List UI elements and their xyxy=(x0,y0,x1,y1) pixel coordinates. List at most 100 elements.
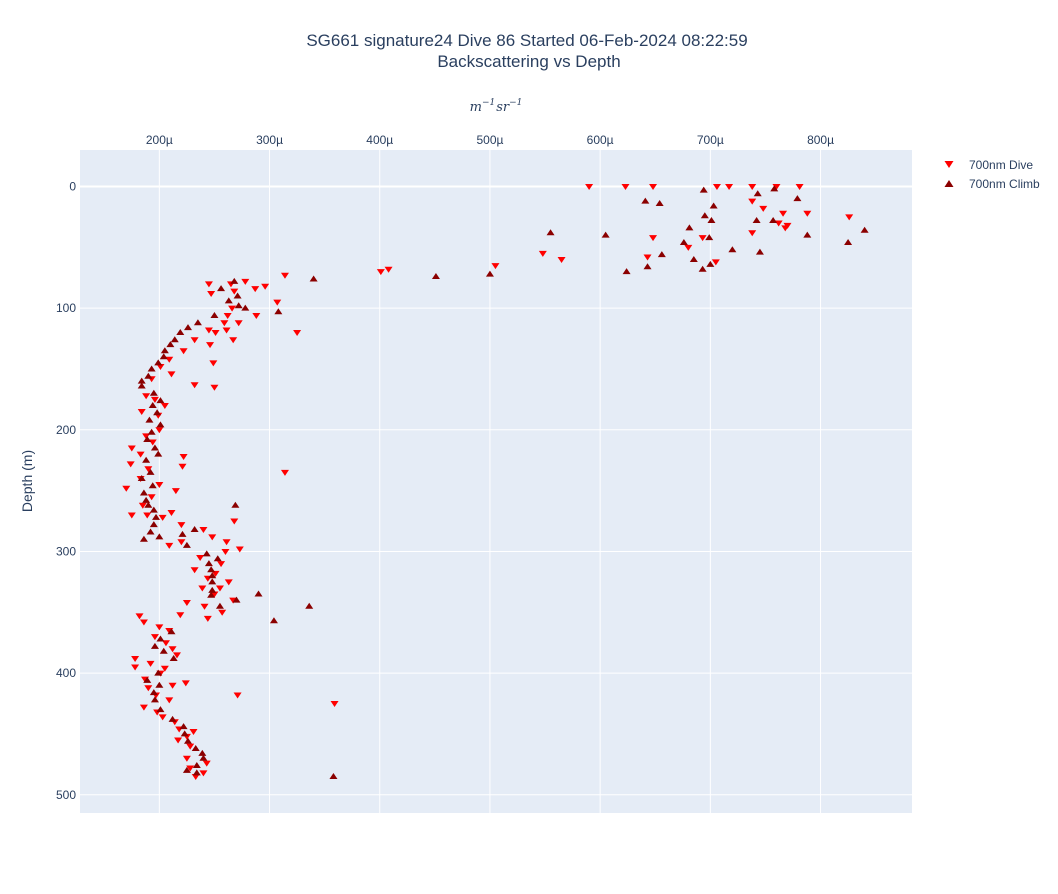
climb-point xyxy=(709,202,718,209)
x-axis-unit-sr: sr xyxy=(496,100,510,115)
dive-point xyxy=(137,409,146,416)
dive-point xyxy=(209,360,218,367)
climb-point xyxy=(689,255,698,262)
climb-point xyxy=(143,676,152,683)
dive-point xyxy=(156,364,165,371)
climb-point xyxy=(160,347,169,354)
climb-point xyxy=(166,341,175,348)
climb-point xyxy=(234,302,243,309)
x-axis-title: m−1sr−1 xyxy=(470,98,523,115)
climb-point xyxy=(431,273,440,280)
dive-point xyxy=(144,466,153,473)
dive-point xyxy=(208,534,217,541)
dive-point xyxy=(126,461,135,468)
climb-point xyxy=(769,217,778,224)
dive-point xyxy=(176,612,185,619)
dive-point xyxy=(491,263,500,270)
dive-point xyxy=(220,320,229,327)
chart-subtitle: Backscattering vs Depth xyxy=(437,52,620,71)
climb-point xyxy=(178,530,187,537)
chart-title: SG661 signature24 Dive 86 Started 06-Feb… xyxy=(306,31,747,50)
data-points xyxy=(122,183,869,781)
climb-point xyxy=(485,270,494,277)
legend-item-dive[interactable]: 700nm Dive xyxy=(944,158,1034,172)
climb-point xyxy=(207,566,216,573)
dive-point xyxy=(135,613,144,620)
climb-point xyxy=(685,224,694,231)
dive-point xyxy=(585,183,594,190)
y-tick-label: 500 xyxy=(56,788,76,802)
dive-point xyxy=(150,396,159,403)
dive-point xyxy=(229,337,238,344)
dive-point xyxy=(230,518,239,525)
x-tick-labels: 200µ 300µ 400µ 500µ 600µ 700µ 800µ xyxy=(146,133,834,147)
climb-point xyxy=(679,238,688,245)
climb-point xyxy=(269,617,278,624)
dive-point xyxy=(222,327,231,334)
climb-point xyxy=(193,319,202,326)
climb-point xyxy=(190,526,199,533)
climb-point xyxy=(180,730,189,737)
dive-point xyxy=(186,765,195,772)
climb-point xyxy=(232,596,241,603)
dive-point xyxy=(218,609,227,616)
dive-point xyxy=(198,585,207,592)
dive-point xyxy=(241,278,250,285)
climb-point xyxy=(198,749,207,756)
dive-point xyxy=(179,454,188,461)
climb-point xyxy=(233,292,242,299)
dive-point xyxy=(191,774,200,781)
climb-point xyxy=(655,200,664,207)
dive-point xyxy=(235,546,244,553)
dive-point xyxy=(781,225,790,232)
legend-item-climb[interactable]: 700nm Climb xyxy=(944,177,1041,191)
climb-point xyxy=(213,555,222,562)
climb-point xyxy=(700,212,709,219)
dive-point xyxy=(211,329,220,336)
dive-point xyxy=(221,548,230,555)
climb-point xyxy=(148,482,157,489)
dive-point xyxy=(199,770,208,777)
dive-point xyxy=(177,522,186,529)
climb-point xyxy=(844,238,853,245)
climb-point xyxy=(153,409,162,416)
climb-point xyxy=(144,372,153,379)
x-tick-label: 600µ xyxy=(587,133,614,147)
dive-point xyxy=(155,427,164,434)
dive-point xyxy=(698,235,707,242)
dive-point xyxy=(557,256,566,263)
dive-point xyxy=(148,439,157,446)
y-tick-labels: 0 100 200 300 400 500 xyxy=(56,179,76,801)
dive-point xyxy=(684,244,693,251)
x-tick-label: 400µ xyxy=(366,133,393,147)
climb-point xyxy=(149,506,158,513)
dive-point xyxy=(139,619,148,626)
dive-point xyxy=(725,183,734,190)
dive-point xyxy=(189,728,198,735)
dive-point xyxy=(160,402,169,409)
climb-point xyxy=(183,324,192,331)
dive-point xyxy=(203,615,212,622)
climb-point xyxy=(230,277,239,284)
y-tick-label: 200 xyxy=(56,423,76,437)
climb-point xyxy=(215,602,224,609)
dive-point xyxy=(649,235,658,242)
x-tick-label: 800µ xyxy=(807,133,834,147)
dive-point xyxy=(206,342,215,349)
climb-point xyxy=(770,185,779,192)
dive-point xyxy=(190,567,199,574)
x-tick-label: 300µ xyxy=(256,133,283,147)
climb-point xyxy=(150,696,159,703)
climb-point xyxy=(156,397,165,404)
dive-point xyxy=(181,680,190,687)
climb-point xyxy=(305,602,314,609)
climb-point xyxy=(156,421,165,428)
x-gridlines xyxy=(158,150,822,813)
dive-point xyxy=(142,393,151,400)
dive-point xyxy=(127,512,136,519)
dive-point xyxy=(146,660,155,667)
climb-point xyxy=(698,265,707,272)
legend[interactable]: 700nm Dive 700nm Climb xyxy=(944,158,1041,191)
dive-point xyxy=(748,183,757,190)
dive-point xyxy=(234,320,243,327)
